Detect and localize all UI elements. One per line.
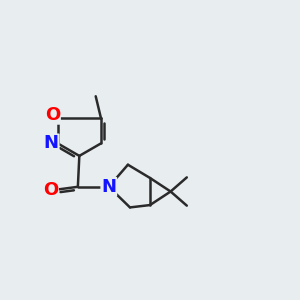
Text: N: N <box>44 134 59 152</box>
Text: O: O <box>45 106 60 124</box>
Text: N: N <box>101 178 116 196</box>
Text: O: O <box>43 181 58 199</box>
